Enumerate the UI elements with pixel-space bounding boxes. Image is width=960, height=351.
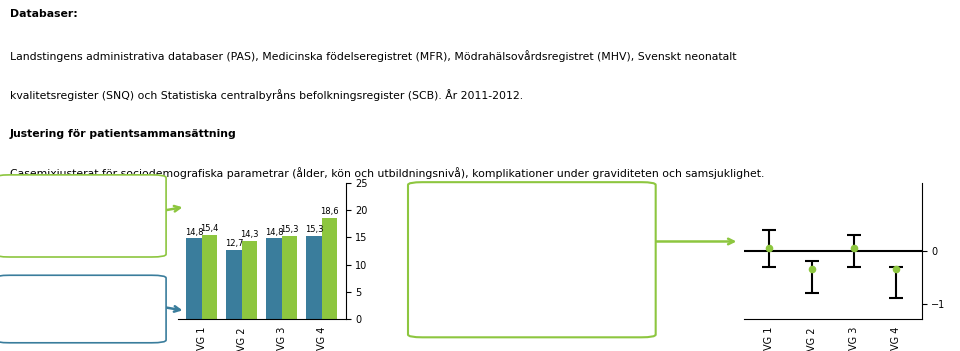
Point xyxy=(761,246,777,251)
Text: predicerade utfall: predicerade utfall xyxy=(36,214,125,225)
Text: Vårdgivarens: Vårdgivarens xyxy=(48,190,113,202)
FancyBboxPatch shape xyxy=(0,275,166,343)
Text: 14,8: 14,8 xyxy=(265,228,283,237)
Text: Sveus: Sveus xyxy=(532,245,566,255)
Bar xyxy=(242,241,256,319)
Text: vårdgivare, justerat för: vårdgivare, justerat för xyxy=(466,266,598,278)
Text: casemix: casemix xyxy=(81,234,122,244)
Bar xyxy=(306,236,322,319)
Bar xyxy=(266,238,281,319)
Text: Databaser:: Databaser: xyxy=(10,9,78,19)
Bar xyxy=(202,235,217,319)
Text: 14,8: 14,8 xyxy=(184,228,204,237)
Text: Vårdgivarens avvikelse: Vårdgivarens avvikelse xyxy=(467,221,597,233)
Text: från: från xyxy=(505,245,532,255)
Text: kvalitetsregister (SNQ) och Statistiska centralbyråns befolkningsregister (SCB).: kvalitetsregister (SNQ) och Statistiska … xyxy=(10,90,522,101)
FancyBboxPatch shape xyxy=(0,175,166,257)
Text: övriga: övriga xyxy=(588,245,627,255)
Text: Casemixjusterat för sociodemografiska parametrar (ålder, kön och utbildningsnivå: Casemixjusterat för sociodemografiska pa… xyxy=(10,167,764,179)
Text: 15,3: 15,3 xyxy=(304,225,324,234)
FancyBboxPatch shape xyxy=(408,182,656,337)
Text: givet: givet xyxy=(53,234,81,244)
Point xyxy=(804,267,819,272)
Point xyxy=(889,267,904,272)
Bar xyxy=(281,236,297,319)
Text: 14,3: 14,3 xyxy=(240,231,258,239)
Text: 18,6: 18,6 xyxy=(320,207,339,216)
Text: 12,7: 12,7 xyxy=(225,239,243,248)
Text: 15,3: 15,3 xyxy=(280,225,299,234)
Text: Vårdgivarens: Vårdgivarens xyxy=(48,291,113,303)
Bar xyxy=(186,238,202,319)
Text: 15,4: 15,4 xyxy=(200,224,218,233)
Text: Landstingens administrativa databaser (PAS), Medicinska födelseregistret (MFR), : Landstingens administrativa databaser (P… xyxy=(10,50,736,62)
Text: observerade utfall: observerade utfall xyxy=(35,312,127,322)
Text: Justering för patientsammansättning: Justering för patientsammansättning xyxy=(10,129,236,139)
Text: casemix, med 95 % K.I.: casemix, med 95 % K.I. xyxy=(465,289,599,298)
Bar xyxy=(227,250,242,319)
Bar xyxy=(322,218,337,319)
Point xyxy=(847,246,862,251)
